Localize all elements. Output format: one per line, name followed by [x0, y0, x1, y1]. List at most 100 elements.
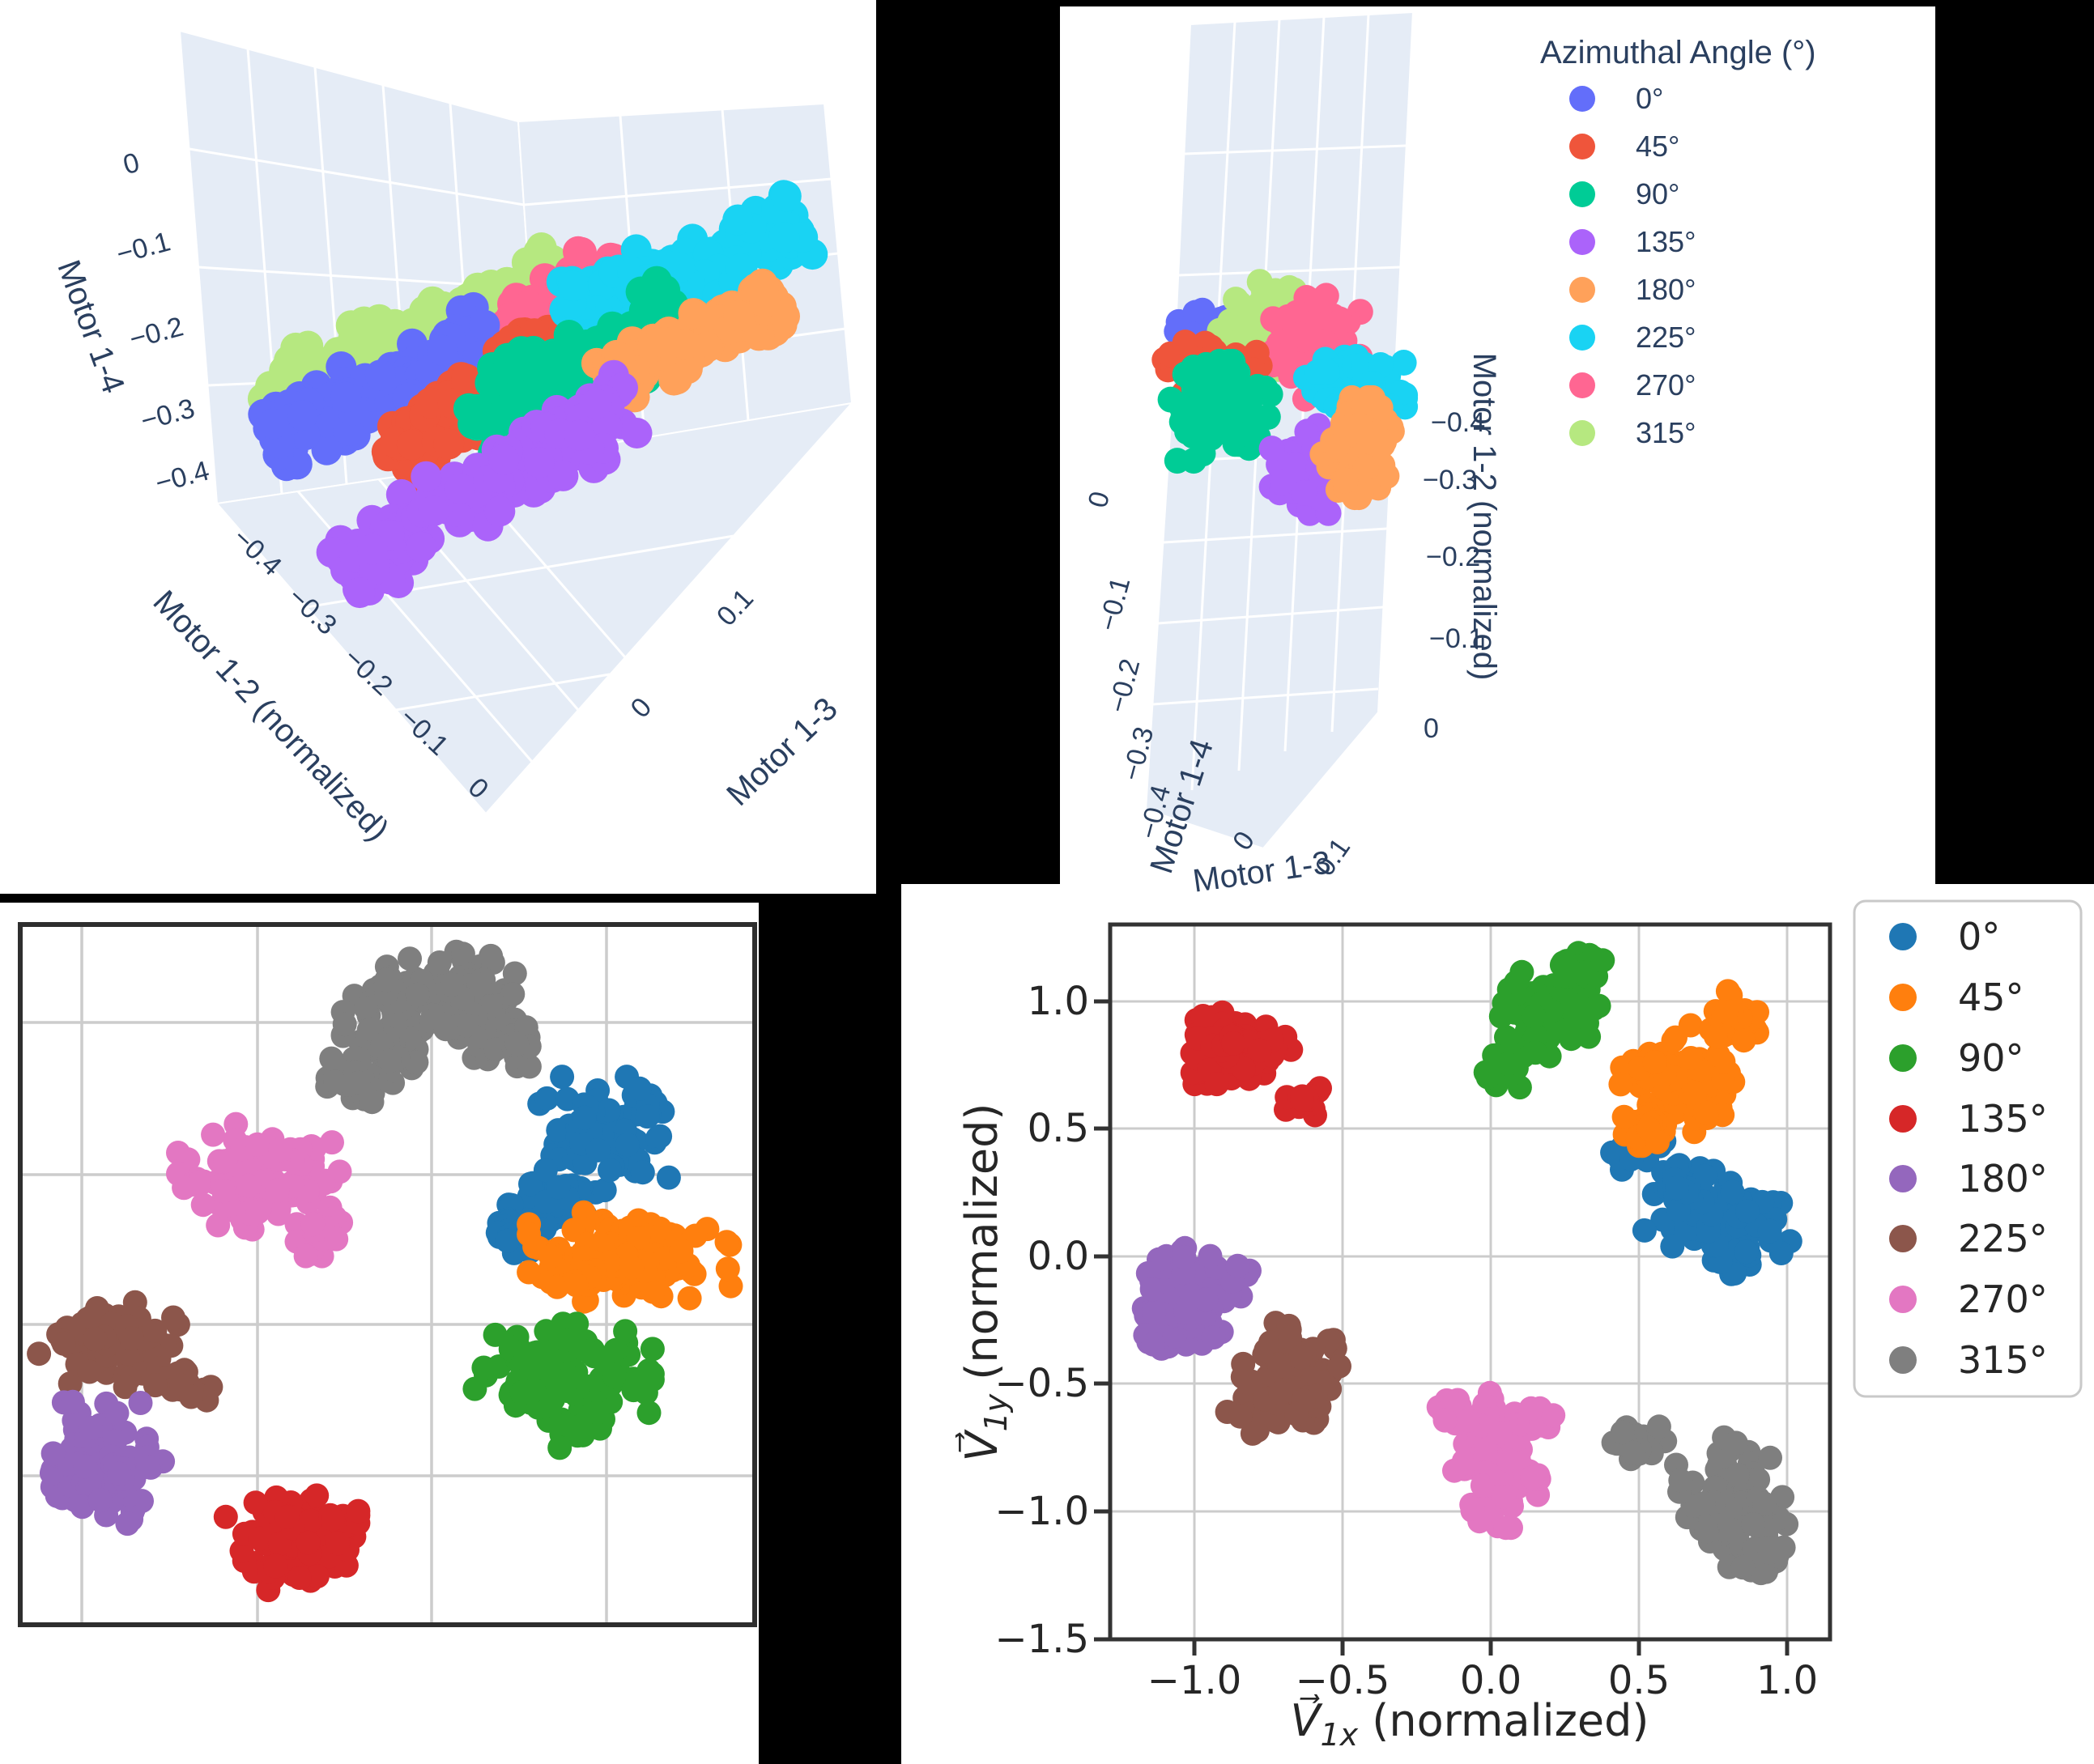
legend-marker-icon: [1569, 134, 1595, 159]
tick-label: −0.5: [1296, 1658, 1390, 1703]
cluster-90°: [462, 1311, 665, 1460]
legend-marker-icon: [1889, 1225, 1917, 1252]
tick-label: −0.3: [1423, 465, 1477, 495]
tick-label: 1.0: [1028, 979, 1089, 1024]
cluster-3d-135°: [316, 359, 653, 609]
legend-marker-icon: [1569, 372, 1595, 398]
legend-marker-icon: [1889, 1346, 1917, 1374]
legend-entry-180°[interactable]: 180°: [1569, 273, 1696, 306]
tick-label: −1.0: [994, 1489, 1089, 1534]
legend-entry-0°[interactable]: 0°: [1569, 82, 1663, 115]
legend-marker-icon: [1889, 984, 1917, 1011]
legend-entry-label: 180°: [1958, 1157, 2048, 1201]
cluster-225°: [27, 1290, 223, 1413]
tick-label: 0.1: [711, 583, 760, 631]
legend-marker-icon: [1889, 1105, 1917, 1133]
v1-scatter-plot: −1.0 −0.5 0.0 0.5 1.0 1.0 0.5 0.0 −0.5 −1.0 −1.5 V⃗…: [955, 899, 2083, 1753]
tick-label: 0: [1424, 713, 1439, 744]
axes-frame: [18, 922, 757, 1627]
cluster-3d-225°: [546, 180, 828, 355]
legend-entry-label: 315°: [1636, 416, 1696, 449]
tick-label: −0.4: [1431, 407, 1485, 438]
panel-3d-perspective: 0 −0.1 −0.2 −0.3 −0.4 −0.4 −0.3 −0.2 −0.1 0 0 0.1 Mo…: [0, 0, 876, 894]
legend-entry-45°[interactable]: 45°: [1569, 130, 1679, 163]
scatter3d-topdown-plot: −0.4−0.3−0.2−0.100−0.1−0.2−0.3−0.4 0 0.1Mo…: [1083, 11, 1816, 894]
legend-entry-label: 0°: [1958, 915, 2000, 959]
tick-label: 0.5: [1608, 1658, 1670, 1703]
legend-entry-label: 0°: [1636, 82, 1663, 115]
tick-label: 0.0: [1028, 1234, 1089, 1279]
axis-title-motor-1-3: Motor 1-3: [1190, 844, 1333, 894]
legend-entry-label: 135°: [1636, 225, 1696, 258]
x-axis-label: V⃗1x (normalized): [1291, 1694, 1649, 1753]
legend-title: Azimuthal Angle (°): [1540, 35, 1816, 70]
tick-label: −0.3: [138, 393, 198, 436]
tick-label: −0.4: [152, 455, 213, 499]
cluster-135°: [213, 1483, 371, 1603]
scatter3d-perspective-plot: 0−0.1−0.2−0.3−0.4−0.4−0.3−0.2−0.1000.1Mo…: [50, 29, 854, 848]
cluster-3d-0°: [248, 291, 510, 482]
legend-entry-label: 90°: [1958, 1036, 2024, 1080]
cluster-3d-90°: [1157, 348, 1283, 474]
tick-label: −0.5: [994, 1361, 1089, 1406]
legend-marker-icon: [1889, 1165, 1917, 1192]
cluster-45°: [517, 1200, 743, 1314]
legend-entry-label: 180°: [1636, 273, 1696, 306]
legend-marker-icon: [1889, 1286, 1917, 1313]
panel-v1-scatter: −1.0 −0.5 0.0 0.5 1.0 1.0 0.5 0.0 −0.5 −1.0 −1.5 V⃗…: [901, 884, 2094, 1764]
legend-entry-label: 135°: [1958, 1097, 2048, 1141]
tick-label: −0.1: [113, 226, 174, 270]
legend-entry-label: 315°: [1958, 1338, 2048, 1382]
tick-label: −0.2: [1102, 656, 1146, 716]
legend-entry-label: 270°: [1958, 1277, 2048, 1321]
legend-entry-90°[interactable]: 90°: [1569, 177, 1679, 210]
clusters: [1131, 941, 1802, 1586]
cluster-270°: [1426, 1380, 1566, 1541]
tick-label: 0: [1083, 488, 1117, 511]
cluster-180°: [1131, 1235, 1262, 1361]
legend-entry-label: 90°: [1636, 177, 1679, 210]
legend-entry-315°[interactable]: 315°: [1569, 416, 1696, 449]
tick-label: 0.0: [1460, 1658, 1522, 1703]
panel-embedding-scatter: [0, 903, 759, 1764]
cluster-225°: [1215, 1311, 1351, 1446]
legend-entry-0°: 0°: [1889, 915, 2000, 959]
legend-entry-315°: 315°: [1889, 1338, 2048, 1382]
tick-label: −0.1: [1092, 574, 1136, 635]
axis-title-motor-1-4: Motor 1-4: [50, 256, 131, 398]
legend-marker-icon: [1569, 277, 1595, 303]
legend-entry-225°: 225°: [1889, 1217, 2048, 1260]
legend-entry-135°[interactable]: 135°: [1569, 225, 1696, 258]
legend-entry-label: 45°: [1636, 130, 1679, 163]
axis-title-motor-1-3: Motor 1-3: [720, 691, 845, 813]
legend-azimuthal-angle: Azimuthal Angle (°) 0° 45° 90° 135° 180° 225° 2…: [1540, 35, 1816, 449]
cluster-3d-180°: [1309, 385, 1405, 511]
cluster-90°: [1473, 941, 1615, 1100]
panel-3d-topdown: −0.4 −0.3 −0.2 −0.1 0 0 −0.1 −0.2 −0.3 −0.4 0 0.1 Mo…: [1060, 6, 1935, 894]
legend-entry-label: 270°: [1636, 368, 1696, 402]
axes-frame: [1108, 922, 1832, 1642]
legend-entry-225°[interactable]: 225°: [1569, 321, 1696, 354]
tick-label: −0.1: [1429, 623, 1483, 654]
tick-label: −0.2: [126, 311, 187, 355]
tick-label: −1.5: [994, 1617, 1089, 1662]
legend-entry-270°: 270°: [1889, 1277, 2048, 1321]
cluster-135°: [1180, 1000, 1332, 1128]
legend-marker-icon: [1569, 325, 1595, 351]
legend-entry-label: 225°: [1958, 1217, 2048, 1260]
clusters: [27, 939, 743, 1603]
legend-marker-icon: [1569, 420, 1595, 446]
cluster-180°: [39, 1389, 176, 1537]
cluster-270°: [166, 1112, 354, 1269]
legend-entry-label: 45°: [1958, 976, 2024, 1019]
axis-title-motor-1-2: Motor 1-2 (normalized): [1466, 353, 1502, 681]
legend-entry-270°[interactable]: 270°: [1569, 368, 1696, 402]
legend-frame: [1853, 899, 2083, 1398]
legend-entry-90°: 90°: [1889, 1036, 2024, 1080]
legend-entry-label: 225°: [1636, 321, 1696, 354]
legend-marker-icon: [1889, 1044, 1917, 1072]
legend-marker-icon: [1569, 229, 1595, 255]
legend-angles: 0° 45° 90° 135° 180° 225° 270° 315°: [1853, 899, 2083, 1398]
tick-label: −0.2: [1426, 542, 1480, 572]
